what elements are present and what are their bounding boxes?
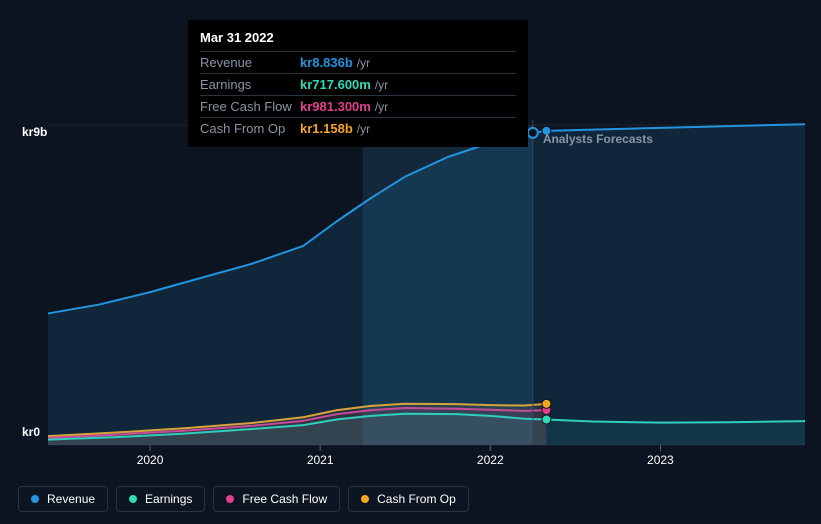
tooltip-value: kr1.158b (300, 121, 353, 136)
financial-chart: kr9b kr0 2020 2021 2022 2023 Past Analys… (0, 0, 821, 524)
legend-item-fcf[interactable]: Free Cash Flow (213, 486, 340, 512)
legend-label: Free Cash Flow (242, 492, 327, 506)
tooltip-unit: /yr (375, 100, 388, 114)
legend-dot (31, 495, 39, 503)
chart-tooltip: Mar 31 2022 Revenue kr8.836b /yr Earning… (188, 20, 528, 147)
legend-item-revenue[interactable]: Revenue (18, 486, 108, 512)
tooltip-metric: Free Cash Flow (200, 99, 300, 114)
x-tick-2020: 2020 (137, 453, 164, 467)
y-tick-max: kr9b (22, 125, 47, 139)
forecast-label: Analysts Forecasts (543, 132, 653, 146)
tooltip-row-earnings: Earnings kr717.600m /yr (200, 73, 516, 95)
tooltip-date: Mar 31 2022 (200, 26, 516, 51)
legend-label: Earnings (145, 492, 192, 506)
tooltip-value: kr981.300m (300, 99, 371, 114)
tooltip-value: kr8.836b (300, 55, 353, 70)
tooltip-metric: Revenue (200, 55, 300, 70)
x-tick-2022: 2022 (477, 453, 504, 467)
chart-legend: Revenue Earnings Free Cash Flow Cash Fro… (18, 486, 469, 512)
tooltip-row-revenue: Revenue kr8.836b /yr (200, 51, 516, 73)
legend-dot (226, 495, 234, 503)
legend-dot (129, 495, 137, 503)
tooltip-value: kr717.600m (300, 77, 371, 92)
legend-dot (361, 495, 369, 503)
tooltip-unit: /yr (357, 122, 370, 136)
tooltip-row-fcf: Free Cash Flow kr981.300m /yr (200, 95, 516, 117)
tooltip-unit: /yr (357, 56, 370, 70)
tooltip-metric: Earnings (200, 77, 300, 92)
legend-item-earnings[interactable]: Earnings (116, 486, 205, 512)
legend-label: Revenue (47, 492, 95, 506)
legend-item-cfo[interactable]: Cash From Op (348, 486, 469, 512)
y-tick-min: kr0 (22, 425, 40, 439)
tooltip-unit: /yr (375, 78, 388, 92)
x-tick-2023: 2023 (647, 453, 674, 467)
x-tick-2021: 2021 (307, 453, 334, 467)
tooltip-row-cfo: Cash From Op kr1.158b /yr (200, 117, 516, 139)
tooltip-metric: Cash From Op (200, 121, 300, 136)
legend-label: Cash From Op (377, 492, 456, 506)
